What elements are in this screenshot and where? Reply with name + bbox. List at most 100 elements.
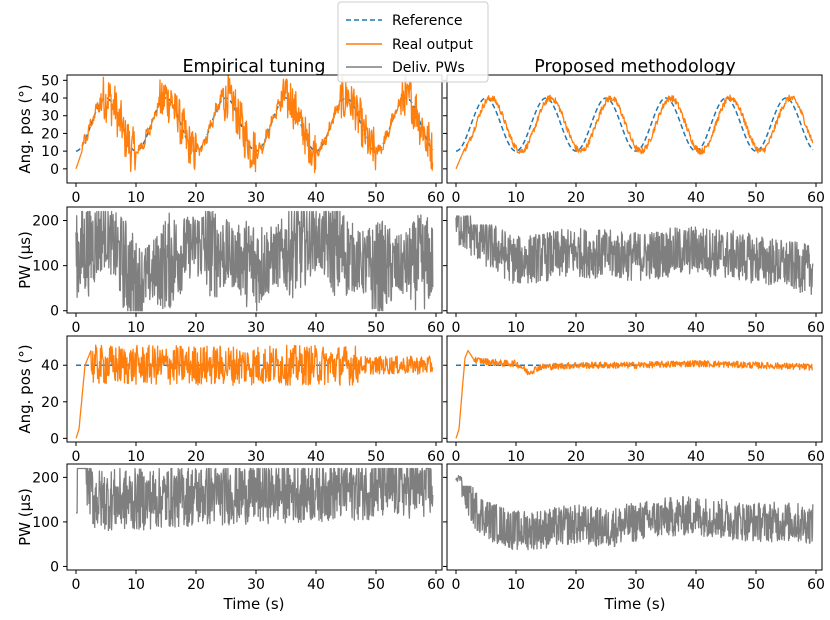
axes-frame-step-empirical xyxy=(66,335,443,443)
xtick-label: 50 xyxy=(747,577,765,593)
xtick-label: 30 xyxy=(247,190,265,206)
xtick-label: 0 xyxy=(452,449,461,465)
series-reference-sine-proposed xyxy=(455,97,814,152)
xtick-label: 60 xyxy=(807,577,825,593)
series-real-outputsine-proposed xyxy=(455,94,814,170)
xtick-label: 30 xyxy=(247,449,265,465)
xtick-label: 40 xyxy=(687,577,705,593)
axes-frame-sine-proposed xyxy=(446,74,823,184)
xtick-label: 50 xyxy=(367,320,385,336)
ytick-label: 200 xyxy=(32,214,59,230)
xlabel-right: Time (s) xyxy=(604,595,666,613)
xtick-label: 20 xyxy=(567,320,585,336)
panel-pw-step-proposed: 0 10 20 30 40 50 60 xyxy=(443,463,825,593)
xtick-label: 60 xyxy=(807,190,825,206)
axes-frame-pw-step-empirical xyxy=(66,463,443,571)
xtick-label: 20 xyxy=(187,190,205,206)
xtick-label: 30 xyxy=(627,449,645,465)
xtick-label: 10 xyxy=(507,577,525,593)
xtick-label: 50 xyxy=(367,577,385,593)
xtick-label: 50 xyxy=(747,449,765,465)
panel-pw-step-empirical: 0 10 20 30 40 50 60 0 100 200 PW (μs) xyxy=(16,463,445,593)
ytick-label: 20 xyxy=(41,126,59,142)
ytick-label: 50 xyxy=(41,73,59,89)
xtick-label: 60 xyxy=(427,190,445,206)
xtick-label: 20 xyxy=(567,449,585,465)
xtick-label: 20 xyxy=(567,190,585,206)
xtick-label: 10 xyxy=(127,577,145,593)
xtick-label: 20 xyxy=(567,577,585,593)
xtick-label: 30 xyxy=(247,320,265,336)
ylabel-row-2: Ang. pos (°) xyxy=(16,344,34,433)
xtick-label: 20 xyxy=(187,320,205,336)
xtick-label: 50 xyxy=(747,190,765,206)
ylabel-row-3: PW (μs) xyxy=(16,488,34,546)
ytick-label: 0 xyxy=(50,162,59,178)
panel-sine-proposed: 0 10 20 30 40 50 60 xyxy=(443,74,825,206)
series-real-outputstep-proposed xyxy=(455,349,813,439)
xtick-label: 20 xyxy=(187,449,205,465)
xtick-label: 30 xyxy=(247,577,265,593)
panel-step-proposed: 0 10 20 30 40 50 60 xyxy=(443,335,825,465)
xtick-label: 60 xyxy=(807,320,825,336)
legend-label-reference: Reference xyxy=(392,13,463,29)
xtick-label: 40 xyxy=(307,190,325,206)
ylabel-row-1: PW (μs) xyxy=(16,231,34,289)
xtick-label: 0 xyxy=(452,577,461,593)
xtick-label: 10 xyxy=(127,190,145,206)
series-deliv-pwspw-sine-proposed xyxy=(455,215,814,296)
axes-frame-pw-step-proposed xyxy=(446,463,823,571)
xtick-label: 60 xyxy=(427,320,445,336)
series-real-outputstep-empirical xyxy=(75,344,434,439)
xtick-label: 60 xyxy=(427,577,445,593)
ytick-label: 100 xyxy=(32,515,59,531)
axes-frame-step-proposed xyxy=(446,335,823,443)
xtick-label: 10 xyxy=(127,320,145,336)
xtick-label: 40 xyxy=(687,449,705,465)
xtick-label: 0 xyxy=(452,190,461,206)
ytick-label: 10 xyxy=(41,144,59,160)
xtick-label: 20 xyxy=(187,577,205,593)
xtick-label: 60 xyxy=(427,449,445,465)
panel-step-empirical: 0 10 20 30 40 50 60 0 20 40 Ang. pos (°) xyxy=(16,335,445,465)
ytick-label: 200 xyxy=(32,470,59,486)
panel-pw-sine-proposed: 0 10 20 30 40 50 60 xyxy=(443,206,825,336)
series-deliv-pwspw-step-proposed xyxy=(455,475,814,551)
ytick-label: 100 xyxy=(32,259,59,275)
ytick-label: 40 xyxy=(41,358,59,374)
ytick-label: 20 xyxy=(41,395,59,411)
xtick-label: 40 xyxy=(307,449,325,465)
xtick-label: 0 xyxy=(72,577,81,593)
xtick-label: 30 xyxy=(627,320,645,336)
xtick-label: 40 xyxy=(307,320,325,336)
ytick-label: 0 xyxy=(50,559,59,575)
xtick-label: 30 xyxy=(627,190,645,206)
xlabel-left: Time (s) xyxy=(223,595,285,613)
legend-label-real-output: Real output xyxy=(392,37,473,53)
col-title-empirical: Empirical tuning xyxy=(182,57,325,77)
ytick-label: 0 xyxy=(50,304,59,320)
xtick-label: 40 xyxy=(687,320,705,336)
xtick-label: 50 xyxy=(747,320,765,336)
legend-label-deliv-pws: Deliv. PWs xyxy=(392,60,465,76)
xtick-label: 10 xyxy=(127,449,145,465)
xtick-label: 0 xyxy=(72,190,81,206)
axes-frame-pw-sine-proposed xyxy=(446,206,823,314)
ytick-label: 40 xyxy=(41,91,59,107)
col-title-proposed: Proposed methodology xyxy=(534,57,735,77)
xtick-label: 50 xyxy=(367,190,385,206)
xtick-label: 40 xyxy=(687,190,705,206)
xtick-label: 0 xyxy=(452,320,461,336)
axes-frame-pw-sine-empirical xyxy=(66,206,443,314)
xtick-label: 0 xyxy=(72,320,81,336)
xtick-label: 50 xyxy=(367,449,385,465)
xtick-label: 10 xyxy=(507,190,525,206)
series-deliv-pwspw-step-empirical xyxy=(75,467,434,532)
ytick-label: 30 xyxy=(41,109,59,125)
legend: Reference Real output Deliv. PWs xyxy=(337,1,489,83)
xtick-label: 30 xyxy=(627,577,645,593)
ylabel-row-0: Ang. pos (°) xyxy=(16,84,34,173)
